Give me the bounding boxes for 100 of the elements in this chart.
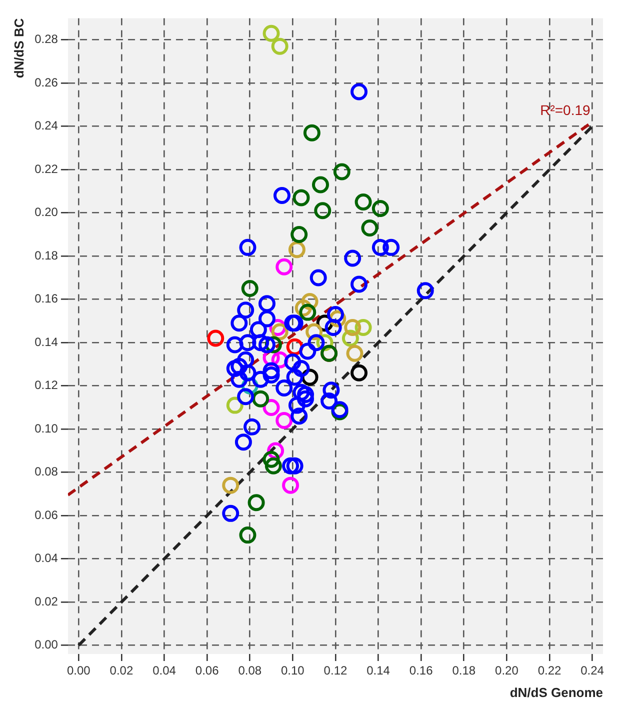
point — [372, 200, 389, 218]
point — [207, 330, 224, 347]
point — [286, 457, 304, 474]
y-tick-label: 0.28 — [34, 32, 58, 46]
point — [326, 306, 344, 323]
point — [262, 362, 280, 380]
point — [344, 250, 362, 267]
point — [290, 408, 308, 425]
point — [354, 194, 372, 211]
point — [273, 187, 290, 204]
point — [241, 280, 258, 298]
y-tick-label: 0.08 — [34, 464, 58, 479]
point — [297, 386, 314, 403]
x-tick-label: 0.10 — [280, 664, 305, 678]
x-tick-label: 0.04 — [152, 664, 176, 678]
point — [276, 380, 293, 396]
point — [252, 334, 270, 352]
y-tick-label: 0.10 — [34, 421, 58, 436]
point — [250, 321, 267, 338]
point — [252, 370, 270, 388]
point — [276, 258, 293, 276]
point — [288, 396, 306, 414]
point — [361, 219, 378, 236]
point — [286, 368, 304, 386]
point — [248, 494, 265, 512]
point — [252, 390, 270, 408]
point — [344, 318, 362, 336]
x-tick-label: 0.24 — [580, 664, 604, 678]
point — [303, 124, 320, 142]
x-tick-label: 0.16 — [409, 664, 434, 678]
point — [239, 526, 256, 544]
point — [282, 457, 300, 474]
point — [292, 360, 310, 378]
point — [244, 418, 261, 436]
point — [239, 238, 256, 256]
y-tick-label: 0.20 — [34, 205, 58, 220]
point — [264, 457, 282, 474]
y-tick-label: 0.02 — [34, 594, 58, 608]
point — [230, 314, 248, 332]
point — [284, 354, 302, 371]
point — [299, 342, 316, 360]
point — [234, 434, 252, 451]
point — [350, 276, 368, 293]
point — [258, 295, 276, 312]
y-tick-label: 0.12 — [34, 378, 58, 392]
point — [324, 318, 342, 336]
point — [276, 412, 293, 429]
y-tick-label: 0.22 — [34, 162, 58, 176]
point — [258, 310, 276, 328]
point — [239, 334, 256, 352]
point — [230, 370, 248, 388]
point — [230, 358, 248, 375]
point — [314, 202, 332, 220]
y-axis-title: dN/dS BC — [11, 18, 26, 78]
point — [350, 83, 368, 100]
point — [312, 176, 329, 194]
x-tick-label: 0.18 — [452, 664, 476, 678]
point — [262, 366, 280, 384]
point — [258, 336, 276, 354]
point — [350, 364, 368, 382]
point — [237, 351, 254, 368]
x-tick-label: 0.22 — [538, 664, 562, 678]
point — [237, 388, 254, 406]
x-tick-label: 0.20 — [495, 664, 519, 678]
y-tick-label: 0.06 — [34, 508, 58, 522]
point — [308, 334, 325, 352]
y-tick-label: 0.16 — [34, 292, 58, 306]
point — [333, 163, 350, 180]
point — [222, 504, 240, 522]
point — [290, 226, 308, 243]
x-tick-label: 0.00 — [66, 664, 91, 678]
x-tick-label: 0.02 — [110, 664, 134, 678]
point — [226, 336, 244, 354]
point — [282, 476, 300, 494]
y-tick-label: 0.24 — [34, 118, 58, 133]
point — [222, 476, 240, 494]
point — [372, 238, 389, 256]
point — [292, 189, 310, 206]
y-tick-label: 0.00 — [34, 638, 58, 652]
point — [299, 304, 316, 321]
point — [382, 238, 400, 256]
x-tick-label: 0.08 — [238, 664, 262, 678]
y-tick-label: 0.04 — [34, 551, 58, 566]
x-tick-label: 0.12 — [324, 664, 348, 678]
y-tick-label: 0.18 — [34, 248, 58, 262]
point — [237, 302, 254, 319]
x-tick-label: 0.14 — [366, 664, 390, 678]
point — [297, 390, 314, 408]
point — [320, 392, 338, 410]
point — [288, 241, 306, 258]
point — [262, 450, 280, 468]
point — [262, 24, 280, 42]
point — [292, 384, 310, 401]
x-tick-label: 0.06 — [195, 664, 220, 678]
point — [271, 38, 288, 55]
x-axis-title: dN/dS Genome — [510, 684, 603, 700]
point — [310, 269, 327, 286]
point — [346, 344, 364, 362]
annotation: R²=0.19 — [540, 102, 591, 118]
point — [416, 282, 434, 300]
